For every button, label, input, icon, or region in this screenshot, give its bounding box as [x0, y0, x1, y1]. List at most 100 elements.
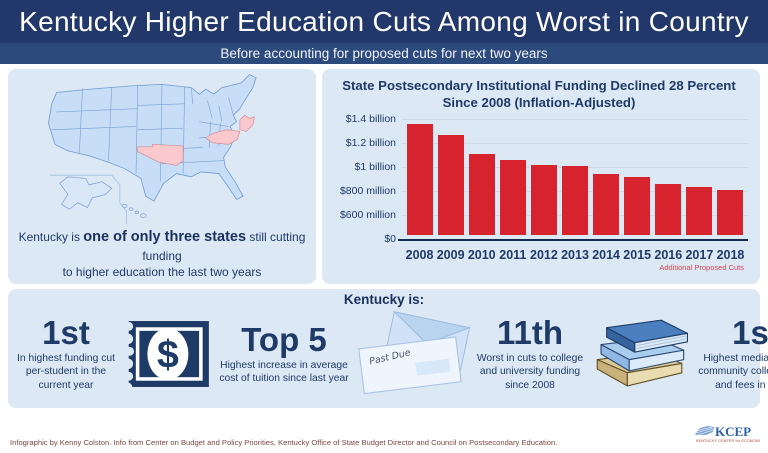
highlighted-states — [137, 114, 255, 166]
x-axis-label-2014: 2014 — [592, 248, 621, 263]
logo-text: KCEP — [715, 424, 751, 439]
chart-body: $1.4 billion $1.2 billion $1 billion $800 m… — [328, 113, 750, 246]
stats-panel: Kentucky is: 1st In highest funding cut … — [8, 289, 768, 408]
state-kentucky — [205, 129, 241, 145]
y-axis-label: $0 — [384, 233, 396, 246]
x-axis-label-2011: 2011 — [499, 248, 527, 263]
bar-slot — [715, 119, 746, 236]
caption-line2: to higher education the last two years — [62, 264, 262, 279]
stat-value: 1st — [42, 313, 90, 351]
bar-slot — [528, 119, 559, 236]
x-axis-label-2008: 2008 — [405, 248, 434, 263]
page-title: Kentucky Higher Education Cuts Among Wor… — [19, 5, 749, 37]
bar-slot — [435, 119, 466, 236]
state-alaska — [59, 176, 113, 210]
stat-value: 11th — [496, 313, 564, 351]
bar-2013 — [562, 166, 589, 236]
bar-2011 — [499, 160, 526, 236]
logo-tagline: KENTUCKY CENTER for ECONOMIC POLICY — [696, 439, 760, 443]
chart-footnote: Additional Proposed Cuts — [659, 263, 744, 273]
header-title-band: Kentucky Higher Education Cuts Among Wor… — [0, 0, 768, 43]
stats-row: 1st In highest funding cut per-student i… — [14, 308, 768, 400]
us-map — [48, 74, 257, 224]
caption-prefix: Kentucky is — [18, 230, 84, 245]
books-svg — [596, 319, 688, 387]
bar-2017 — [686, 187, 713, 236]
dollar-sign: $ — [157, 333, 179, 376]
stat-funding-cut-per-student: 1st In highest funding cut per-student i… — [14, 316, 118, 392]
footer: Infographic by Kenny Colston. Info from … — [0, 408, 768, 453]
x-axis-label-2016: 2016 — [654, 248, 683, 263]
x-axis-label-2009: 2009 — [436, 248, 465, 263]
stat-tuition-increase: Top 5 Highest increase in average cost o… — [216, 323, 352, 386]
x-axis-label-2012: 2012 — [530, 248, 558, 263]
credit-text: Infographic by Kenny Colston. Info from … — [10, 438, 558, 447]
header-banner: Kentucky Higher Education Cuts Among Wor… — [0, 0, 768, 64]
y-axis-label: $800 million — [339, 185, 396, 198]
bar-2014 — [593, 174, 620, 236]
stat-description: Highest median annual community college … — [698, 352, 768, 391]
bar-2015 — [624, 177, 651, 236]
contiguous-us-shape — [48, 74, 257, 202]
bar-series — [404, 119, 746, 236]
x-axis-label-2018: 2018 — [716, 248, 745, 263]
bar-2010 — [468, 154, 495, 236]
bar-slot — [404, 119, 435, 236]
gridline — [402, 119, 748, 121]
plot-area — [398, 119, 750, 245]
gridline — [402, 143, 748, 145]
x-axis-label-2015: 2015 — [623, 248, 652, 263]
stat-value: Top 5 — [241, 320, 327, 358]
envelopes-svg: Past Due — [358, 310, 472, 395]
bar-2018 — [717, 190, 744, 236]
y-axis-label: $1.4 billion — [345, 113, 396, 126]
stat-description: In highest funding cut per-student in th… — [17, 352, 115, 391]
chart-title: State Postsecondary Institutional Fundin… — [328, 77, 750, 111]
chart-title-line1: State Postsecondary Institutional Fundin… — [342, 78, 736, 93]
caption-bold: one of only three states — [83, 229, 247, 246]
page-subtitle: Before accounting for proposed cuts for … — [220, 46, 548, 61]
chart-panel: State Postsecondary Institutional Fundin… — [322, 69, 760, 284]
chart-title-line2: Since 2008 (Inflation-Adjusted) — [442, 95, 636, 111]
past-due-envelopes-icon: Past Due — [352, 308, 474, 400]
x-axis-label-2010: 2010 — [467, 248, 496, 263]
y-axis-label: $1.2 billion — [345, 137, 396, 150]
bar-2012 — [530, 165, 557, 236]
stats-heading: Kentucky is: — [343, 292, 425, 307]
y-axis-label: $600 million — [339, 209, 396, 222]
kcep-logo: KCEP KENTUCKY CENTER for ECONOMIC POLICY — [694, 422, 768, 453]
bar-2016 — [655, 184, 682, 236]
stat-description: Highest increase in average cost of tuit… — [219, 359, 349, 384]
y-axis: $1.4 billion $1.2 billion $1 billion $800 m… — [328, 113, 402, 246]
book-stack-icon — [586, 310, 694, 398]
bar-slot — [591, 119, 622, 236]
torn-edge — [122, 321, 135, 392]
bar-2009 — [437, 135, 464, 236]
bar-slot — [622, 119, 653, 236]
caption-suffix: still cutting funding — [142, 230, 306, 263]
main-content-row: Kentucky is one of only three states sti… — [0, 64, 768, 284]
state-hawaii — [121, 203, 147, 219]
inset-border — [50, 174, 127, 224]
state-oklahoma — [137, 144, 184, 166]
torn-dollar-bill-icon: $ — [118, 309, 216, 399]
map-caption: Kentucky is one of only three states sti… — [14, 228, 310, 280]
bar-2008 — [406, 124, 433, 236]
stat-community-college-tuition: 1st Highest median annual community coll… — [694, 316, 768, 392]
stat-value: 1st — [732, 313, 768, 351]
bar-slot — [653, 119, 684, 236]
bar-slot — [684, 119, 715, 236]
stat-description: Worst in cuts to college and university … — [476, 352, 584, 391]
bar-slot — [497, 119, 528, 236]
x-axis-line — [398, 239, 748, 242]
x-axis-labels: 2008 2009 2010 2011 2012 2013 2014 2015 2016 2017… — [402, 248, 746, 262]
y-axis-label: $1 billion — [354, 161, 396, 174]
map-panel: Kentucky is one of only three states sti… — [8, 69, 316, 284]
state-west-virginia — [239, 114, 255, 132]
bar-slot — [466, 119, 497, 236]
bar-slot — [559, 119, 590, 236]
dollar-bill-svg: $ — [122, 321, 209, 392]
header-subtitle-band: Before accounting for proposed cuts for … — [0, 43, 768, 64]
stat-funding-cuts-since-2008: 11th Worst in cuts to college and univer… — [474, 316, 586, 392]
